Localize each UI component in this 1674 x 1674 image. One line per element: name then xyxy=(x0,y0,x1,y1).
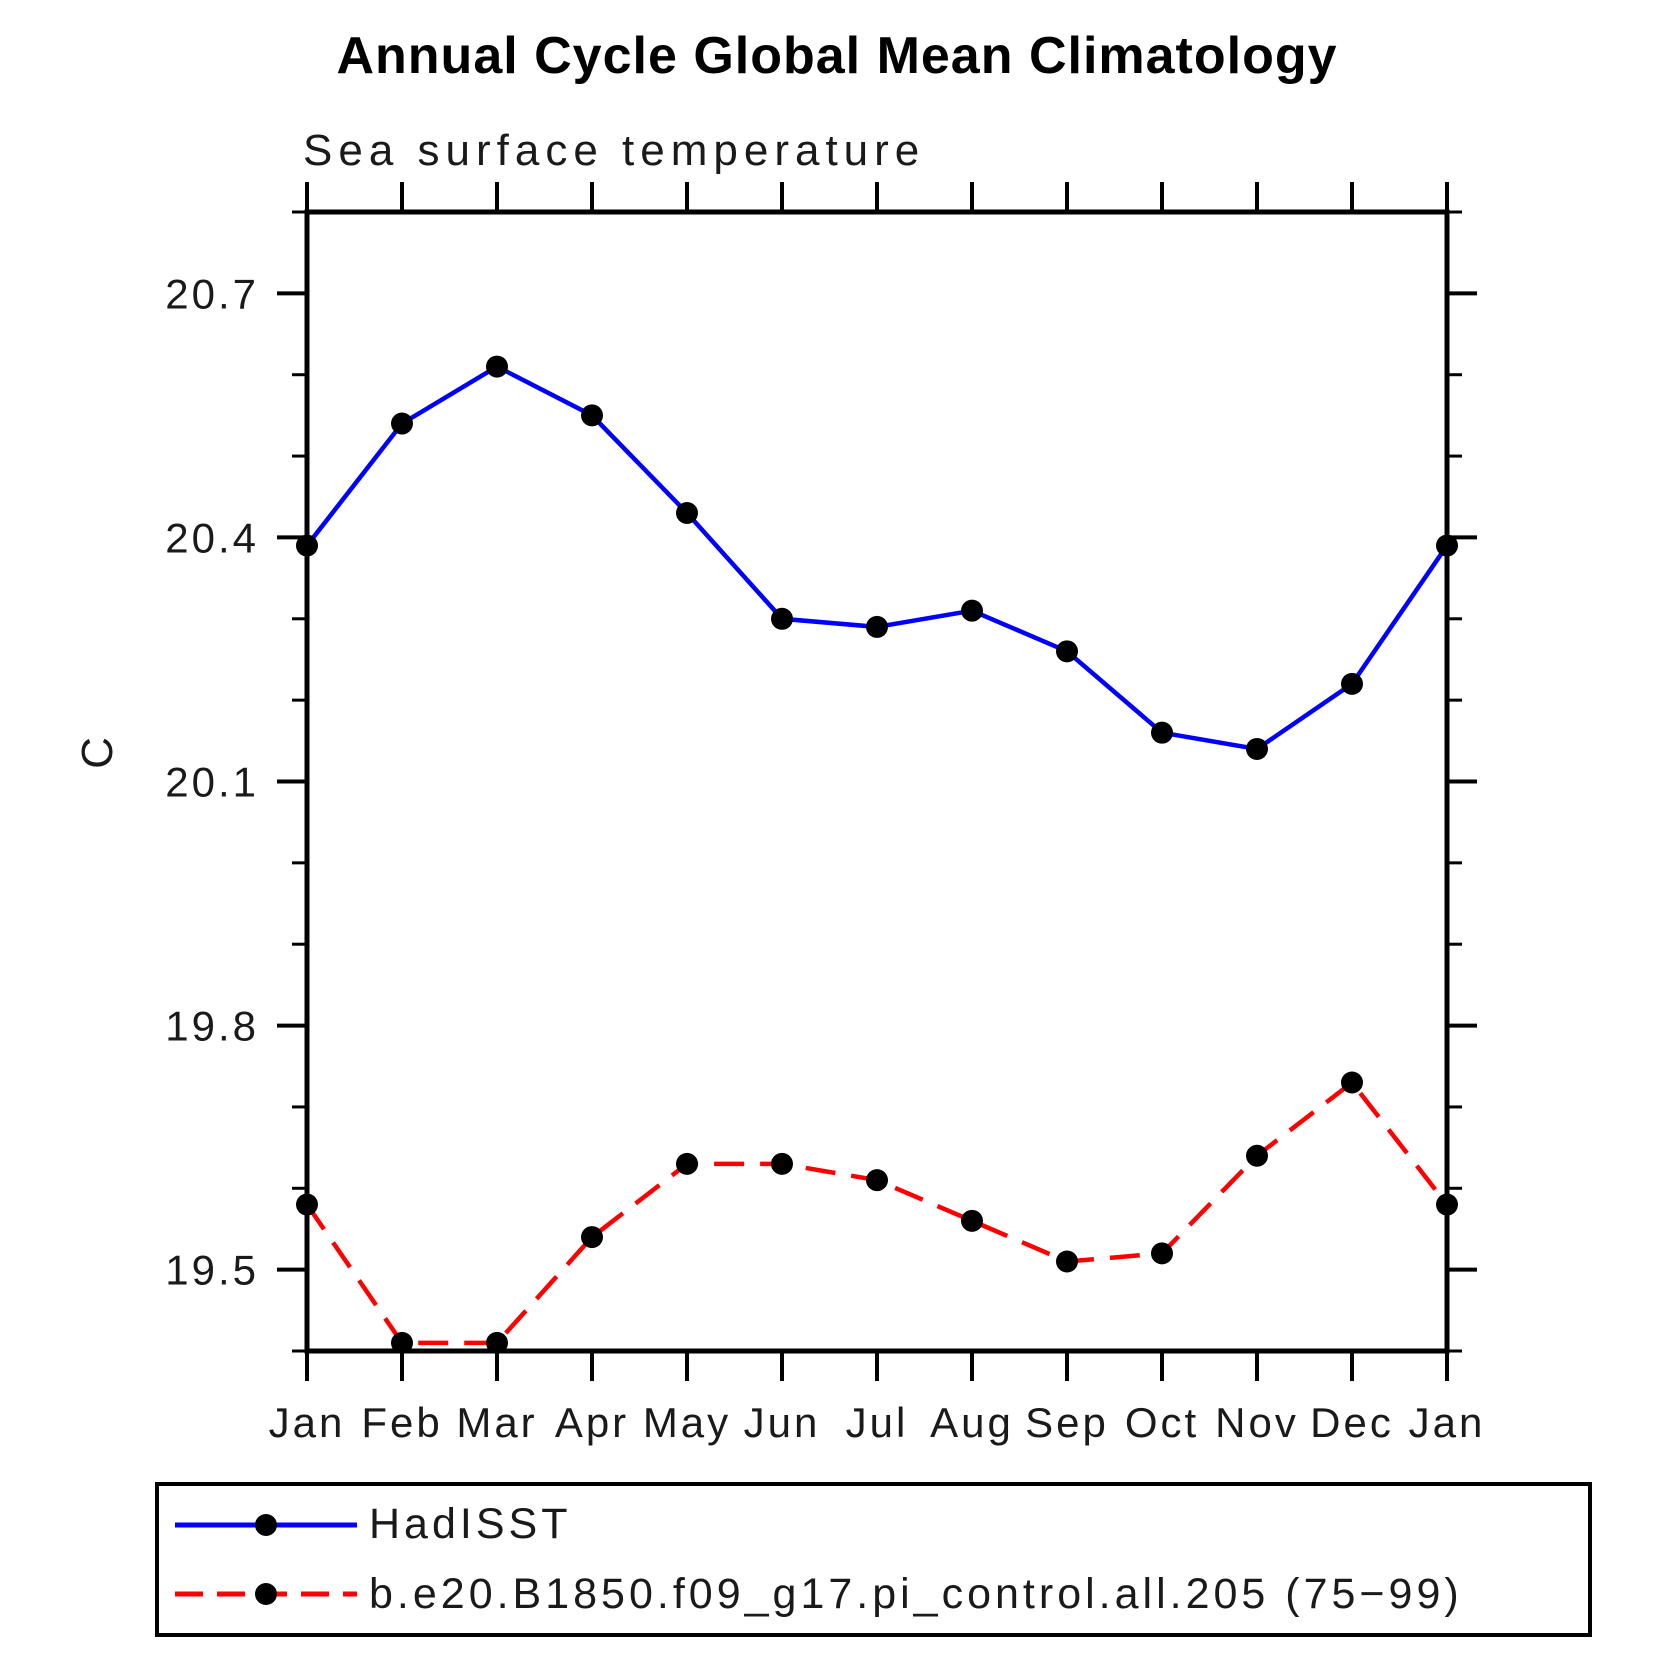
y-tick-label: 20.1 xyxy=(165,759,259,806)
x-tick-label: Aug xyxy=(930,1399,1014,1446)
legend-entry-model: b.e20.B1850.f09_g17.pi_control.all.205 (… xyxy=(159,1563,1588,1625)
hadisst-point-marker xyxy=(1246,737,1268,760)
hadisst-point-marker xyxy=(581,404,603,427)
x-tick-label: Apr xyxy=(555,1399,629,1446)
x-tick-label: Mar xyxy=(456,1399,537,1446)
model-point-marker xyxy=(1436,1193,1458,1216)
hadisst-point-marker xyxy=(391,412,413,435)
hadisst-point-marker xyxy=(486,355,508,378)
hadisst-point-marker xyxy=(961,599,983,622)
model-point-marker xyxy=(1246,1144,1268,1167)
model-point-marker xyxy=(1056,1250,1078,1273)
hadisst-point-marker xyxy=(676,502,698,525)
x-tick-label: Jan xyxy=(269,1399,346,1446)
x-tick-label: Jan xyxy=(1409,1399,1486,1446)
hadisst-point-marker xyxy=(771,607,793,630)
x-tick-label: Feb xyxy=(361,1399,442,1446)
model-line-sample xyxy=(175,1583,357,1606)
model-point-marker xyxy=(486,1331,508,1354)
model-point-marker xyxy=(581,1226,603,1249)
y-tick-label: 19.8 xyxy=(165,1003,259,1050)
legend-label-model: b.e20.B1850.f09_g17.pi_control.all.205 (… xyxy=(369,1569,1463,1618)
hadisst-line-sample xyxy=(175,1513,357,1536)
model-marker-icon xyxy=(255,1583,277,1606)
x-tick-label: Jun xyxy=(744,1399,821,1446)
model-point-marker xyxy=(676,1152,698,1175)
y-tick-label: 19.5 xyxy=(165,1247,259,1294)
x-tick-label: May xyxy=(643,1399,731,1446)
legend-label-hadisst: HadISST xyxy=(369,1500,572,1549)
hadisst-marker-icon xyxy=(255,1513,277,1536)
model-point-marker xyxy=(296,1193,318,1216)
model-point-marker xyxy=(771,1152,793,1175)
x-tick-label: Dec xyxy=(1310,1399,1394,1446)
model-line xyxy=(305,1079,1449,1346)
hadisst-line xyxy=(305,364,1449,752)
model-point-marker xyxy=(1341,1071,1363,1094)
x-tick-label: Jul xyxy=(846,1399,909,1446)
x-tick-label: Nov xyxy=(1215,1399,1299,1446)
model-point-marker xyxy=(1151,1242,1173,1265)
hadisst-point-marker xyxy=(296,534,318,557)
hadisst-point-marker xyxy=(866,615,888,638)
hadisst-point-marker xyxy=(1056,640,1078,663)
hadisst-point-marker xyxy=(1341,672,1363,695)
legend-entry-hadisst: HadISST xyxy=(159,1494,1588,1556)
model-point-marker xyxy=(391,1331,413,1354)
hadisst-point-marker xyxy=(1151,721,1173,744)
y-tick-label: 20.4 xyxy=(165,514,259,561)
x-tick-label: Oct xyxy=(1125,1399,1199,1446)
hadisst-point-marker xyxy=(1436,534,1458,557)
y-tick-label: 20.7 xyxy=(165,270,259,317)
chart-subtitle: Sea surface temperature xyxy=(303,126,926,175)
x-tick-label: Sep xyxy=(1025,1399,1109,1446)
model-point-marker xyxy=(961,1209,983,1232)
model-point-marker xyxy=(866,1169,888,1192)
legend: HadISST b.e20.B1850.f09_g17.pi_control.a… xyxy=(155,1482,1592,1637)
chart-title: Annual Cycle Global Mean Climatology xyxy=(336,27,1338,85)
